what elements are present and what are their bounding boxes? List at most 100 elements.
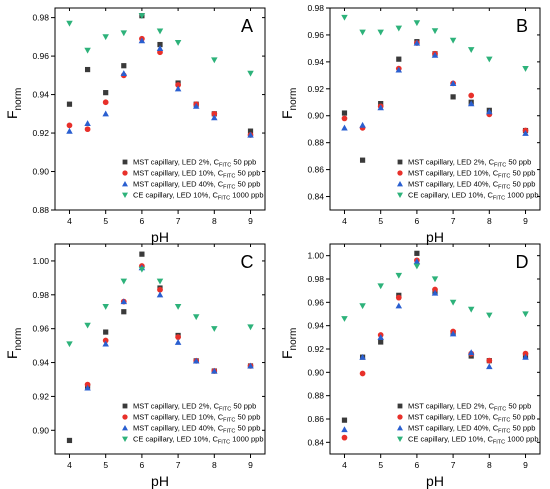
data-point (102, 99, 109, 106)
y-tick-label: 0.84 (307, 192, 324, 202)
data-point (341, 417, 348, 423)
x-tick-label: 8 (212, 216, 217, 226)
x-tick-label: 9 (248, 216, 253, 226)
panel-c: 4 5 6 7 8 9 0.90 0.92 0.94 0.96 0.98 1.00 pH Fnorm C MS… (4, 243, 266, 489)
data-point (395, 302, 403, 309)
x-tick-label: 5 (378, 460, 383, 470)
data-point (395, 294, 402, 301)
y-tick-label: 0.88 (307, 391, 324, 401)
legend-marker (122, 425, 128, 431)
legend-marker (397, 436, 403, 442)
legend-marker (122, 181, 128, 187)
data-point (174, 304, 182, 310)
data-point (395, 272, 403, 279)
data-point (66, 127, 73, 134)
data-point (211, 367, 218, 374)
legend-label: MST capillary, LED 40%, CFITC 50 ppb (408, 180, 535, 191)
legend-label: CE capillary, LED 10%, CFITC 1000 ppb (133, 191, 264, 202)
data-point (84, 322, 91, 329)
data-point (211, 114, 218, 121)
data-point (414, 250, 420, 256)
data-point (468, 92, 475, 99)
plot-frame (54, 7, 266, 211)
legend-label: MST capillary, LED 2%, CFITC 50 ppb (408, 158, 531, 169)
y-tick-label: 1.00 (307, 251, 324, 261)
data-point (359, 157, 366, 163)
data-point (359, 370, 366, 377)
data-point (102, 340, 109, 347)
data-point (157, 286, 163, 293)
panel-letter: D (516, 252, 529, 272)
data-point (156, 291, 164, 298)
legend-label: MST capillary, LED 10%, CFITC 50 ppb (133, 413, 260, 424)
x-tick-label: 8 (212, 460, 217, 470)
data-point (192, 357, 200, 364)
data-point (103, 329, 109, 335)
data-point (66, 20, 73, 27)
y-tick-label: 0.94 (307, 321, 324, 331)
legend-label: MST capillary, LED 10%, CFITC 50 ppb (133, 169, 260, 180)
data-point (341, 115, 348, 122)
data-point (467, 306, 475, 313)
data-point (66, 437, 73, 444)
y-tick-label: 0.98 (307, 3, 324, 13)
data-point (359, 353, 366, 360)
legend-marker (397, 159, 403, 165)
data-point (156, 278, 164, 285)
legend-label: MST capillary, LED 2%, CFITC 50 ppb (133, 402, 256, 413)
data-point (396, 56, 402, 62)
data-point (211, 57, 218, 64)
x-axis-title: pH (426, 473, 444, 489)
x-tick-label: 9 (248, 460, 253, 470)
data-point (192, 314, 200, 321)
x-tick-label: 4 (67, 216, 72, 226)
y-axis-title: Fnorm (4, 88, 24, 119)
x-tick-label: 4 (67, 460, 72, 470)
legend-label: MST capillary, LED 40%, CFITC 50 ppb (133, 424, 260, 435)
data-point (174, 40, 182, 46)
data-point (450, 94, 456, 100)
data-point (432, 286, 438, 293)
data-point (522, 350, 529, 357)
data-point (341, 110, 348, 116)
data-point (84, 126, 91, 133)
x-tick-label: 5 (378, 216, 383, 226)
y-tick-label: 0.94 (32, 90, 49, 100)
legend-marker (122, 414, 128, 420)
data-point (341, 124, 348, 131)
data-point (449, 330, 457, 337)
x-tick-label: 6 (140, 460, 145, 470)
data-point (139, 251, 145, 257)
x-axis-title: pH (426, 229, 444, 245)
y-tick-label: 0.90 (32, 167, 49, 177)
data-point (449, 299, 457, 306)
y-tick-label: 0.96 (32, 324, 49, 334)
y-tick-label: 0.92 (32, 128, 49, 138)
data-point (102, 304, 109, 310)
x-axis-title: pH (151, 229, 169, 245)
data-point (377, 29, 384, 36)
data-point (120, 70, 128, 77)
y-tick-label: 0.90 (307, 111, 324, 121)
data-point (486, 312, 493, 319)
y-tick-label: 0.96 (307, 297, 324, 307)
x-tick-label: 6 (140, 216, 145, 226)
data-point (211, 110, 218, 117)
legend-marker (122, 403, 128, 409)
data-point (211, 326, 218, 332)
data-point (84, 47, 91, 54)
data-point (247, 362, 254, 369)
data-point (156, 45, 164, 51)
legend-label: CE capillary, LED 10%, CFITC 1000 ppb (408, 435, 539, 446)
x-tick-label: 6 (415, 216, 420, 226)
x-tick-label: 6 (415, 460, 420, 470)
data-point (431, 51, 439, 58)
legend-label: MST capillary, LED 40%, CFITC 50 ppb (133, 180, 260, 191)
x-tick-label: 4 (342, 216, 347, 226)
data-point (138, 37, 146, 44)
legend-label: MST capillary, LED 10%, CFITC 50 ppb (408, 413, 535, 424)
legend-marker (397, 192, 403, 198)
data-point (486, 357, 493, 364)
data-point (247, 324, 254, 331)
y-tick-label: 0.94 (32, 358, 49, 368)
